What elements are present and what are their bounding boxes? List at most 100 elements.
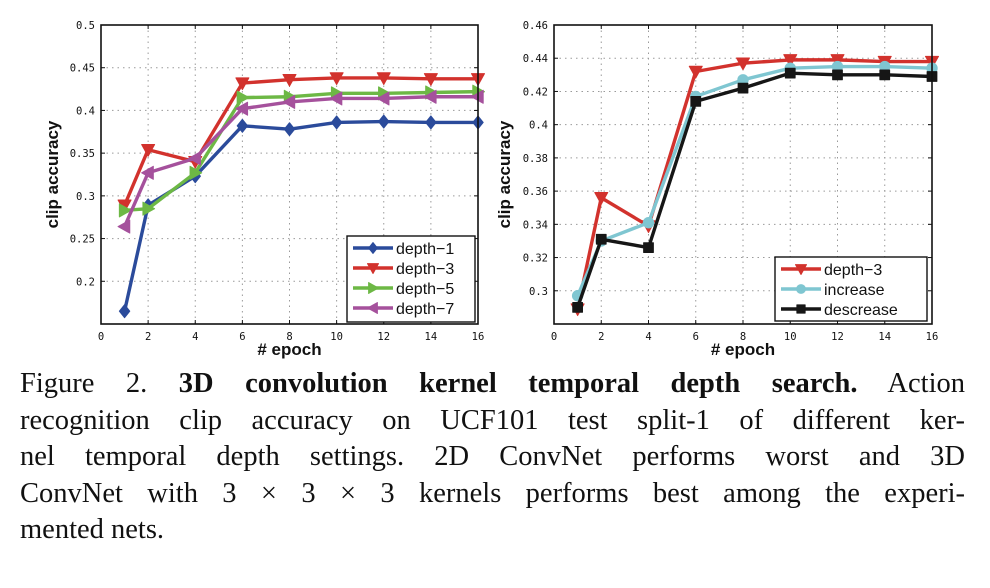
data-point — [282, 73, 297, 87]
y-tick-label: 0.32 — [523, 253, 548, 265]
caption-text: Action — [857, 368, 965, 399]
x-tick-label: 6 — [239, 331, 245, 343]
y-tick-label: 0.45 — [70, 63, 95, 75]
y-tick-label: 0.4 — [529, 120, 548, 132]
x-tick-label: 10 — [330, 331, 343, 343]
legend-marker — [368, 242, 378, 254]
data-point — [423, 73, 438, 86]
x-axis-label: # epoch — [711, 340, 775, 359]
x-tick-label: 12 — [831, 331, 844, 343]
figure-caption: Figure 2. 3D convolution kernel temporal… — [20, 366, 965, 549]
caption-line-4: ConvNet with 3 × 3 × 3 kernels performs … — [20, 476, 965, 513]
data-point — [378, 114, 390, 129]
caption-text: recognition clip accuracy on UCF101 test… — [20, 404, 965, 436]
data-point — [189, 165, 203, 180]
legend-label: depth−3 — [824, 262, 882, 279]
x-tick-label: 2 — [598, 331, 604, 343]
data-point — [330, 115, 343, 130]
data-point — [642, 216, 655, 229]
data-point — [830, 54, 845, 67]
legend-label: depth−5 — [396, 281, 454, 298]
data-point — [282, 94, 296, 109]
data-point — [141, 144, 156, 157]
data-point — [236, 90, 250, 105]
figure-charts: 0 2 4 6 8 10 12 14 16 0.2 0.25 0.3 0.35 0.4 0.45 0.5 # e… — [43, 20, 939, 359]
data-point — [594, 192, 609, 205]
data-point — [595, 233, 607, 245]
y-tick-label: 0.38 — [523, 153, 548, 165]
y-axis-label: clip accuracy — [43, 120, 62, 228]
caption-title: 3D convolution kernel temporal depth sea… — [178, 368, 858, 399]
data-point — [690, 96, 702, 107]
caption-line-1: Figure 2. 3D convolution kernel temporal… — [20, 366, 965, 403]
data-point — [283, 122, 296, 137]
legend-marker — [367, 263, 379, 274]
data-point — [879, 69, 891, 81]
y-tick-label: 0.3 — [76, 191, 95, 203]
data-point — [736, 57, 750, 71]
data-point — [423, 89, 437, 104]
legend-marker — [368, 282, 379, 294]
x-tick-label: 6 — [693, 331, 699, 343]
x-tick-label: 12 — [377, 331, 390, 343]
caption-line-5: mented nets. — [20, 512, 965, 549]
legend-marker — [796, 304, 806, 314]
legend: depth−1 depth−3 depth−5 depth−7 — [346, 235, 476, 323]
legend-label: depth−1 — [396, 241, 454, 258]
data-point — [117, 219, 131, 234]
legend: depth−3 increase descrease — [774, 256, 928, 322]
caption-line-3: nel temporal depth settings. 2D ConvNet … — [20, 439, 965, 476]
y-tick-label: 0.46 — [523, 20, 548, 32]
data-point — [329, 72, 344, 85]
x-tick-label: 2 — [145, 331, 151, 343]
data-point — [188, 151, 201, 166]
data-point — [376, 72, 391, 85]
y-tick-label: 0.35 — [70, 148, 95, 160]
y-tick-label: 0.44 — [523, 53, 548, 65]
data-point — [235, 101, 249, 116]
data-point — [118, 304, 131, 319]
x-tick-label: 10 — [784, 331, 797, 343]
data-point — [572, 302, 583, 313]
data-point — [235, 77, 250, 91]
x-tick-label: 4 — [192, 331, 198, 343]
y-tick-label: 0.2 — [76, 276, 95, 288]
data-point — [118, 203, 132, 218]
x-tick-label: 14 — [425, 331, 438, 343]
x-tick-label: 14 — [878, 331, 891, 343]
data-point — [783, 54, 798, 67]
caption-text: mented nets. — [20, 514, 165, 545]
y-tick-label: 0.5 — [76, 20, 95, 32]
chart-temporal-depth: 0 2 4 6 8 10 12 14 16 0.2 0.25 0.3 0.35 0.4 0.45 0.5 # e… — [43, 20, 485, 359]
legend-label: depth−7 — [396, 301, 454, 318]
chart-varying-depth: 0 2 4 6 8 10 12 14 16 0.3 0.32 0.34 0.36 0.38 0.4 0.42 0… — [495, 20, 939, 359]
x-tick-label: 8 — [286, 331, 292, 343]
plot-frame — [553, 24, 933, 325]
data-point — [141, 165, 154, 180]
legend-label: increase — [824, 282, 885, 299]
x-tick-label: 16 — [926, 331, 939, 343]
legend-marker — [795, 264, 807, 275]
data-point — [329, 91, 343, 106]
data-point — [688, 65, 703, 79]
legend-marker — [796, 284, 806, 294]
legend-label: depth−3 — [396, 261, 454, 278]
y-tick-label: 0.42 — [523, 86, 548, 98]
data-point — [832, 69, 843, 81]
y-axis-label: clip accuracy — [495, 120, 514, 228]
data-point — [737, 82, 749, 94]
data-point — [236, 118, 249, 133]
caption-line-2: recognition clip accuracy on UCF101 test… — [20, 403, 965, 440]
x-axis-label: # epoch — [257, 340, 321, 359]
x-tick-label: 0 — [551, 331, 557, 343]
x-tick-label: 0 — [98, 331, 104, 343]
y-tick-label: 0.25 — [70, 234, 95, 246]
plot-frame — [100, 24, 479, 325]
y-tick-label: 0.4 — [76, 105, 95, 117]
x-tick-label: 4 — [645, 331, 651, 343]
data-point — [643, 242, 654, 253]
caption-figure-number: Figure 2. — [20, 368, 179, 399]
y-tick-label: 0.34 — [523, 219, 548, 231]
series-depth-7 — [117, 89, 484, 234]
x-tick-label: 16 — [472, 331, 485, 343]
